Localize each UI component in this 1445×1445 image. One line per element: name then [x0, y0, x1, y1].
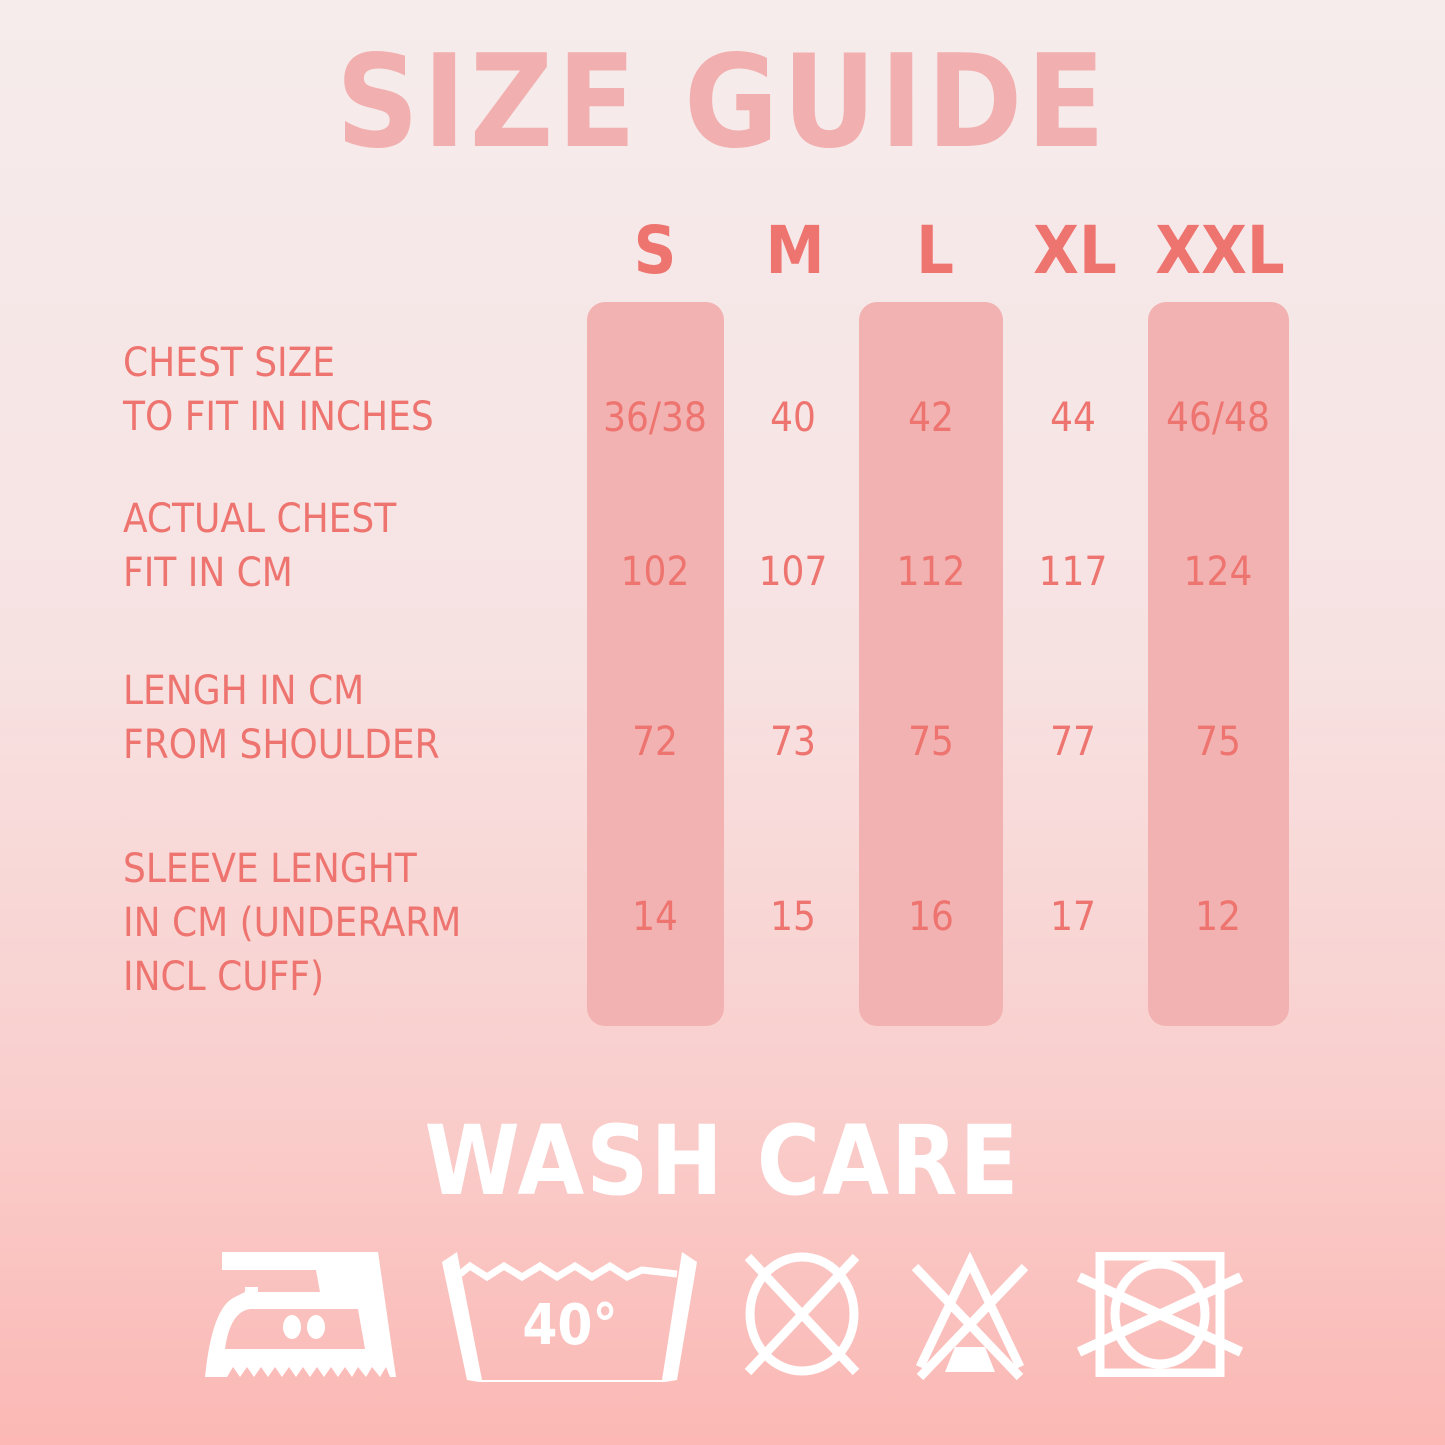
cell-row3-s: 14 [632, 894, 678, 940]
cell-row2-s: 72 [632, 719, 678, 765]
cell-row3-l: 16 [908, 894, 954, 940]
cell-row1-xl: 117 [1038, 549, 1108, 595]
size-header-m: M [765, 212, 825, 289]
column-highlight-s [587, 302, 724, 1026]
cell-row1-xxl: 124 [1183, 549, 1253, 595]
cell-row1-m: 107 [758, 549, 828, 595]
do-not-bleach-icon [911, 1252, 1029, 1381]
wash-temperature: 40° [522, 1293, 617, 1358]
wash-40-icon: 40° [442, 1252, 697, 1382]
cell-row1-l: 112 [896, 549, 966, 595]
cell-row2-xxl: 75 [1195, 719, 1241, 765]
wash-care-title: WASH CARE [424, 1105, 1021, 1217]
page-title: SIZE GUIDE [335, 28, 1110, 177]
cell-row0-xl: 44 [1050, 395, 1096, 441]
size-header-xxl: XXL [1155, 212, 1285, 289]
size-header-s: S [633, 212, 677, 289]
cell-row3-xl: 17 [1050, 894, 1096, 940]
cell-row3-xxl: 12 [1195, 894, 1241, 940]
row-label-length: LENGH IN CM FROM SHOULDER [123, 668, 440, 768]
size-header-l: L [916, 212, 954, 289]
column-highlight-l [859, 302, 1003, 1026]
do-not-dry-clean-icon [744, 1252, 860, 1376]
cell-row2-xl: 77 [1050, 719, 1096, 765]
row-label-actual-chest: ACTUAL CHEST FIT IN CM [123, 496, 397, 596]
cell-row0-s: 36/38 [603, 395, 707, 441]
column-highlight-xxl [1148, 302, 1289, 1026]
row-label-chest-size: CHEST SIZE TO FIT IN INCHES [123, 340, 434, 440]
size-header-xl: XL [1033, 212, 1117, 289]
cell-row2-l: 75 [908, 719, 954, 765]
cell-row0-xxl: 46/48 [1166, 395, 1270, 441]
cell-row1-s: 102 [620, 549, 690, 595]
iron-icon [205, 1252, 396, 1377]
cell-row0-m: 40 [770, 395, 816, 441]
row-label-sleeve: SLEEVE LENGHT IN CM (UNDERARM INCL CUFF) [123, 846, 462, 1000]
cell-row0-l: 42 [908, 395, 954, 441]
do-not-tumble-dry-icon [1076, 1252, 1244, 1377]
cell-row2-m: 73 [770, 719, 816, 765]
cell-row3-m: 15 [770, 894, 816, 940]
